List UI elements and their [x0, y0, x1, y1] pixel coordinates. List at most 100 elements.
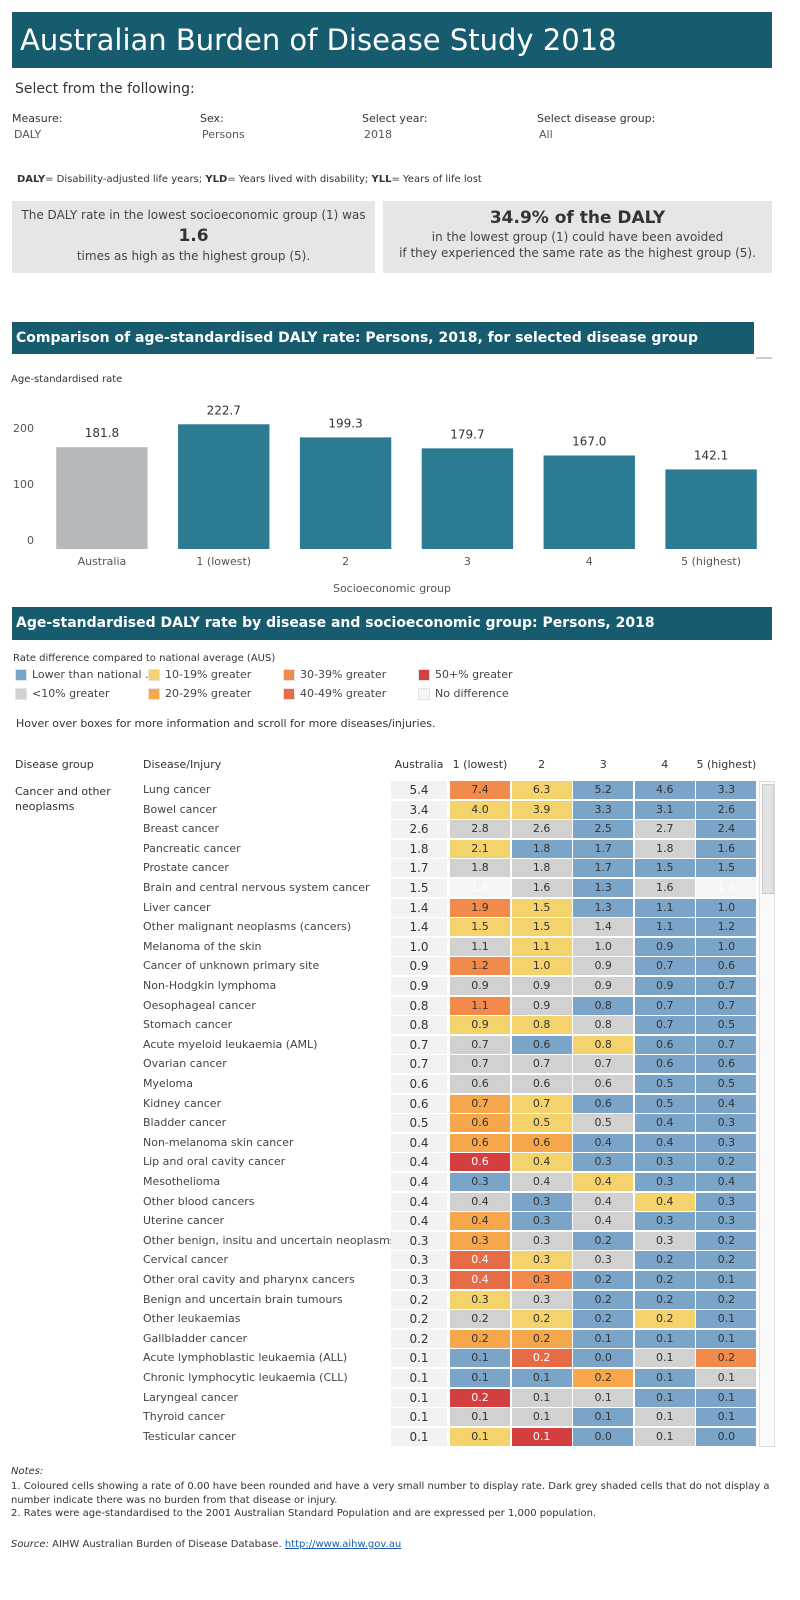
heat-cell[interactable]: 1.5 — [634, 859, 695, 878]
heat-cell[interactable]: 0.3 — [511, 1290, 572, 1309]
heat-cell[interactable]: 1.0 — [573, 937, 634, 956]
heat-cell[interactable]: 0.6 — [450, 1114, 510, 1133]
heat-cell[interactable]: 0.3 — [634, 1212, 695, 1231]
source-link[interactable]: http://www.aihw.gov.au — [284, 1539, 402, 1550]
heat-cell[interactable]: 0.7 — [450, 1035, 510, 1054]
heat-cell[interactable]: 0.1 — [511, 1427, 572, 1446]
filter-value[interactable]: Persons — [202, 128, 245, 141]
heat-cell[interactable]: 0.5 — [634, 1094, 695, 1113]
heat-cell[interactable]: 0.2 — [573, 1310, 634, 1329]
heat-cell[interactable]: 0.9 — [573, 957, 634, 976]
heat-cell[interactable]: 1.7 — [573, 859, 634, 878]
heat-cell[interactable]: 0.7 — [573, 1055, 634, 1074]
heat-cell[interactable]: 0.6 — [573, 1094, 634, 1113]
heat-cell[interactable]: 0.4 — [573, 1133, 634, 1152]
heat-cell[interactable]: 0.1 — [511, 1408, 572, 1427]
heat-cell[interactable]: 0.6 — [450, 1153, 510, 1172]
heat-cell[interactable]: 0.2 — [450, 1388, 510, 1407]
heat-cell[interactable]: 1.5 — [696, 859, 757, 878]
scroll-thumb[interactable] — [762, 784, 774, 894]
heat-cell[interactable]: 0.9 — [634, 977, 695, 995]
heat-cell[interactable]: 0.1 — [573, 1329, 634, 1348]
heat-cell[interactable]: 0.2 — [450, 1329, 510, 1348]
heat-cell[interactable]: 0.5 — [573, 1114, 634, 1133]
heat-cell[interactable]: 1.8 — [511, 839, 572, 858]
heat-cell[interactable]: 0.4 — [696, 1173, 757, 1191]
heat-cell[interactable]: 1.5 — [450, 879, 510, 897]
heat-cell[interactable]: 0.6 — [696, 957, 757, 976]
heat-cell[interactable]: 1.3 — [573, 898, 634, 917]
heat-cell[interactable]: 0.6 — [511, 1035, 572, 1054]
heat-cell[interactable]: 0.5 — [511, 1114, 572, 1133]
heat-cell[interactable]: 1.2 — [696, 918, 757, 937]
heat-cell[interactable]: 1.6 — [696, 839, 757, 858]
heat-cell[interactable]: 0.1 — [634, 1427, 695, 1446]
heat-cell[interactable]: 1.5 — [511, 898, 572, 917]
heat-cell[interactable]: 0.5 — [696, 1016, 757, 1035]
heat-cell[interactable]: 0.9 — [511, 996, 572, 1015]
heat-cell[interactable]: 0.2 — [696, 1349, 757, 1368]
heat-cell[interactable]: 0.7 — [696, 1035, 757, 1054]
heat-cell[interactable]: 0.3 — [511, 1192, 572, 1211]
heat-cell[interactable]: 0.6 — [634, 1055, 695, 1074]
heat-cell[interactable]: 2.4 — [696, 820, 757, 839]
heat-cell[interactable]: 0.6 — [696, 1055, 757, 1074]
heat-cell[interactable]: 0.3 — [450, 1290, 510, 1309]
heat-cell[interactable]: 0.2 — [634, 1251, 695, 1270]
heat-cell[interactable]: 1.8 — [511, 859, 572, 878]
heat-cell[interactable]: 2.1 — [450, 839, 510, 858]
heat-cell[interactable]: 0.9 — [450, 977, 510, 995]
heat-cell[interactable]: 1.7 — [573, 839, 634, 858]
heat-cell[interactable]: 3.1 — [634, 800, 695, 819]
heat-cell[interactable]: 0.2 — [696, 1290, 757, 1309]
heat-cell[interactable]: 0.1 — [696, 1388, 757, 1407]
heat-cell[interactable]: 0.4 — [450, 1192, 510, 1211]
heat-cell[interactable]: 0.4 — [450, 1271, 510, 1289]
heat-cell[interactable]: 1.5 — [450, 918, 510, 937]
heat-cell[interactable]: 0.1 — [450, 1427, 510, 1446]
heat-cell[interactable]: 0.7 — [696, 996, 757, 1015]
heat-cell[interactable]: 0.9 — [634, 937, 695, 956]
heat-cell[interactable]: 0.6 — [511, 1075, 572, 1093]
heat-cell[interactable]: 0.2 — [634, 1290, 695, 1309]
heat-cell[interactable]: 0.1 — [696, 1369, 757, 1387]
heat-cell[interactable]: 0.1 — [696, 1271, 757, 1289]
heat-cell[interactable]: 3.3 — [573, 800, 634, 819]
heat-cell[interactable]: 0.4 — [511, 1173, 572, 1191]
heat-cell[interactable]: 0.3 — [696, 1212, 757, 1231]
heat-cell[interactable]: 0.1 — [634, 1349, 695, 1368]
heat-cell[interactable]: 0.1 — [450, 1369, 510, 1387]
heat-cell[interactable]: 6.3 — [511, 781, 572, 799]
heat-cell[interactable]: 0.1 — [696, 1329, 757, 1348]
heat-cell[interactable]: 0.7 — [511, 1055, 572, 1074]
heat-cell[interactable]: 1.4 — [573, 918, 634, 937]
heat-cell[interactable]: 0.7 — [634, 996, 695, 1015]
heat-cell[interactable]: 4.6 — [634, 781, 695, 799]
heat-cell[interactable]: 0.3 — [696, 1192, 757, 1211]
heat-cell[interactable]: 0.5 — [696, 1075, 757, 1093]
heat-cell[interactable]: 0.2 — [450, 1310, 510, 1329]
heat-cell[interactable]: 0.4 — [634, 1133, 695, 1152]
heat-cell[interactable]: 0.4 — [573, 1173, 634, 1191]
heat-cell[interactable]: 0.3 — [511, 1231, 572, 1250]
heat-cell[interactable]: 0.2 — [696, 1153, 757, 1172]
heat-cell[interactable]: 4.0 — [450, 800, 510, 819]
heat-cell[interactable]: 0.3 — [634, 1173, 695, 1191]
heat-cell[interactable]: 0.4 — [511, 1153, 572, 1172]
heat-cell[interactable]: 0.6 — [511, 1133, 572, 1152]
heat-cell[interactable]: 1.0 — [696, 898, 757, 917]
heat-cell[interactable]: 0.1 — [696, 1408, 757, 1427]
heat-cell[interactable]: 1.5 — [511, 918, 572, 937]
filter-value[interactable]: All — [539, 128, 553, 141]
heat-cell[interactable]: 2.7 — [634, 820, 695, 839]
heat-cell[interactable]: 0.2 — [696, 1231, 757, 1250]
heat-cell[interactable]: 0.2 — [634, 1271, 695, 1289]
heat-cell[interactable]: 0.2 — [573, 1290, 634, 1309]
heat-cell[interactable]: 0.3 — [696, 1114, 757, 1133]
heat-cell[interactable]: 0.4 — [634, 1114, 695, 1133]
scrollbar[interactable] — [759, 781, 775, 1447]
heat-cell[interactable]: 0.7 — [450, 1094, 510, 1113]
heat-cell[interactable]: 0.1 — [450, 1349, 510, 1368]
heat-cell[interactable]: 0.0 — [573, 1349, 634, 1368]
heat-cell[interactable]: 0.4 — [634, 1192, 695, 1211]
